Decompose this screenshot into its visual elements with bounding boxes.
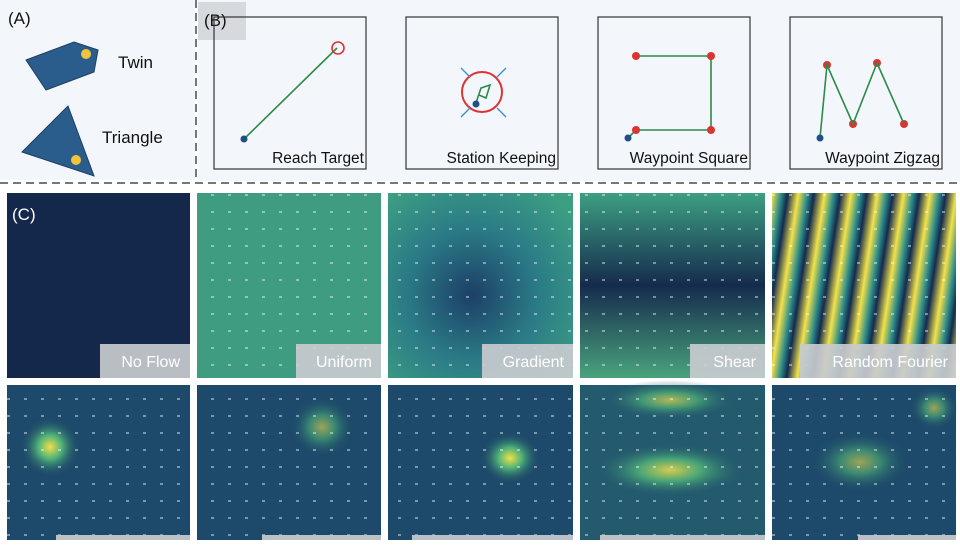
label-bg [198, 2, 246, 40]
trajectory [243, 47, 338, 140]
target [331, 41, 345, 55]
panel-label: (B) [204, 11, 227, 30]
trajectory [475, 83, 492, 104]
task-box [789, 16, 943, 170]
flow-name: Uniform [316, 354, 372, 371]
start [816, 134, 824, 142]
task-name: Station Keeping [447, 150, 556, 167]
shape-name: Twin [118, 53, 153, 72]
trajectory [819, 60, 905, 139]
panel-label: (A) [8, 9, 31, 28]
start [624, 134, 632, 142]
station-ring [461, 71, 503, 113]
flow-name: No Flow [121, 354, 180, 371]
twin-shape [25, 41, 99, 91]
flow-arrows [460, 67, 507, 118]
task-name: Waypoint Square [630, 150, 748, 167]
task-box [597, 16, 751, 170]
flow-name: Gradient [503, 354, 565, 371]
task-name: Waypoint Zigzag [825, 150, 940, 167]
panel-label: (C) [12, 205, 36, 224]
marker [71, 155, 81, 165]
flow-name: Random Fourier [832, 354, 948, 371]
panel-b-bg [198, 0, 960, 181]
label-bgs [100, 344, 956, 378]
flow-name: Shear [713, 354, 756, 371]
marker [81, 49, 91, 59]
task-box [405, 16, 559, 170]
task-name: Reach Target [272, 150, 365, 167]
shape-name: Triangle [102, 128, 163, 147]
flow-row-2 [7, 380, 958, 545]
task-box [213, 16, 367, 170]
start [240, 135, 248, 143]
start [472, 100, 480, 108]
